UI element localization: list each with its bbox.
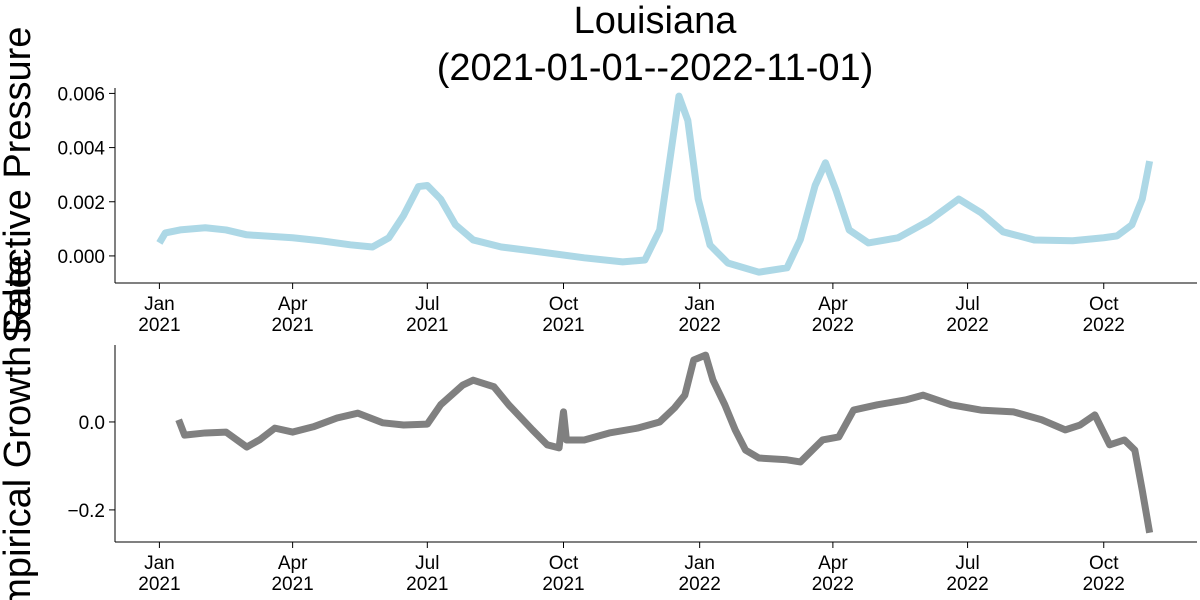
x-tick-label: 2021 bbox=[542, 574, 584, 595]
x-tick-label: Oct bbox=[549, 553, 579, 574]
x-tick-label: 2022 bbox=[812, 315, 854, 336]
x-tick-label: Jul bbox=[955, 294, 979, 315]
y-axis-label: Empirical Growth Rate bbox=[0, 255, 39, 600]
data-line bbox=[175, 351, 1154, 534]
x-tick-label: 2021 bbox=[271, 574, 313, 595]
x-tick-label: Apr bbox=[818, 294, 848, 315]
y-axis-label: Selective Pressure bbox=[0, 27, 39, 344]
x-tick-label: Apr bbox=[818, 553, 848, 574]
x-tick-label: 2021 bbox=[406, 574, 448, 595]
x-tick-label: Oct bbox=[549, 294, 579, 315]
x-tick-label: 2022 bbox=[679, 574, 721, 595]
x-tick-label: 2021 bbox=[138, 315, 180, 336]
title-line: (2021-01-01--2022-11-01) bbox=[437, 47, 874, 89]
x-tick-label: 2021 bbox=[406, 315, 448, 336]
x-tick-label: 2021 bbox=[138, 574, 180, 595]
x-tick-label: Jan bbox=[684, 553, 715, 574]
x-tick-label: Jul bbox=[955, 553, 979, 574]
data-line bbox=[156, 92, 1154, 276]
x-tick-label: Jan bbox=[144, 553, 175, 574]
x-tick-label: Jan bbox=[684, 294, 715, 315]
x-tick-label: Oct bbox=[1089, 553, 1119, 574]
x-tick-label: Jul bbox=[415, 294, 439, 315]
y-tick-label: 0.006 bbox=[57, 84, 105, 105]
title-line: Louisiana bbox=[574, 0, 738, 42]
x-tick-label: Jan bbox=[144, 294, 175, 315]
y-tick-label: 0.000 bbox=[57, 247, 105, 268]
x-tick-label: 2022 bbox=[812, 574, 854, 595]
y-tick-label: 0.002 bbox=[57, 193, 105, 214]
x-tick-label: 2022 bbox=[1083, 574, 1125, 595]
y-tick-label: 0.0 bbox=[79, 413, 105, 434]
x-tick-label: 2021 bbox=[271, 315, 313, 336]
x-tick-label: 2022 bbox=[946, 315, 988, 336]
x-tick-label: 2022 bbox=[1083, 315, 1125, 336]
x-tick-label: 2022 bbox=[679, 315, 721, 336]
x-tick-label: 2021 bbox=[542, 315, 584, 336]
x-tick-label: Jul bbox=[415, 553, 439, 574]
x-tick-label: Apr bbox=[278, 553, 308, 574]
x-tick-label: Apr bbox=[278, 294, 308, 315]
x-tick-label: 2022 bbox=[946, 574, 988, 595]
x-tick-label: Oct bbox=[1089, 294, 1119, 315]
y-tick-label: 0.004 bbox=[57, 139, 105, 160]
y-tick-label: −0.2 bbox=[67, 501, 105, 522]
